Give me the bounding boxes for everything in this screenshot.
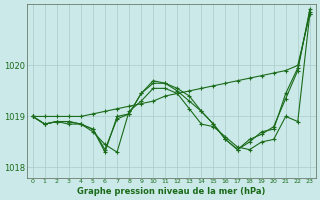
X-axis label: Graphe pression niveau de la mer (hPa): Graphe pression niveau de la mer (hPa) (77, 187, 266, 196)
